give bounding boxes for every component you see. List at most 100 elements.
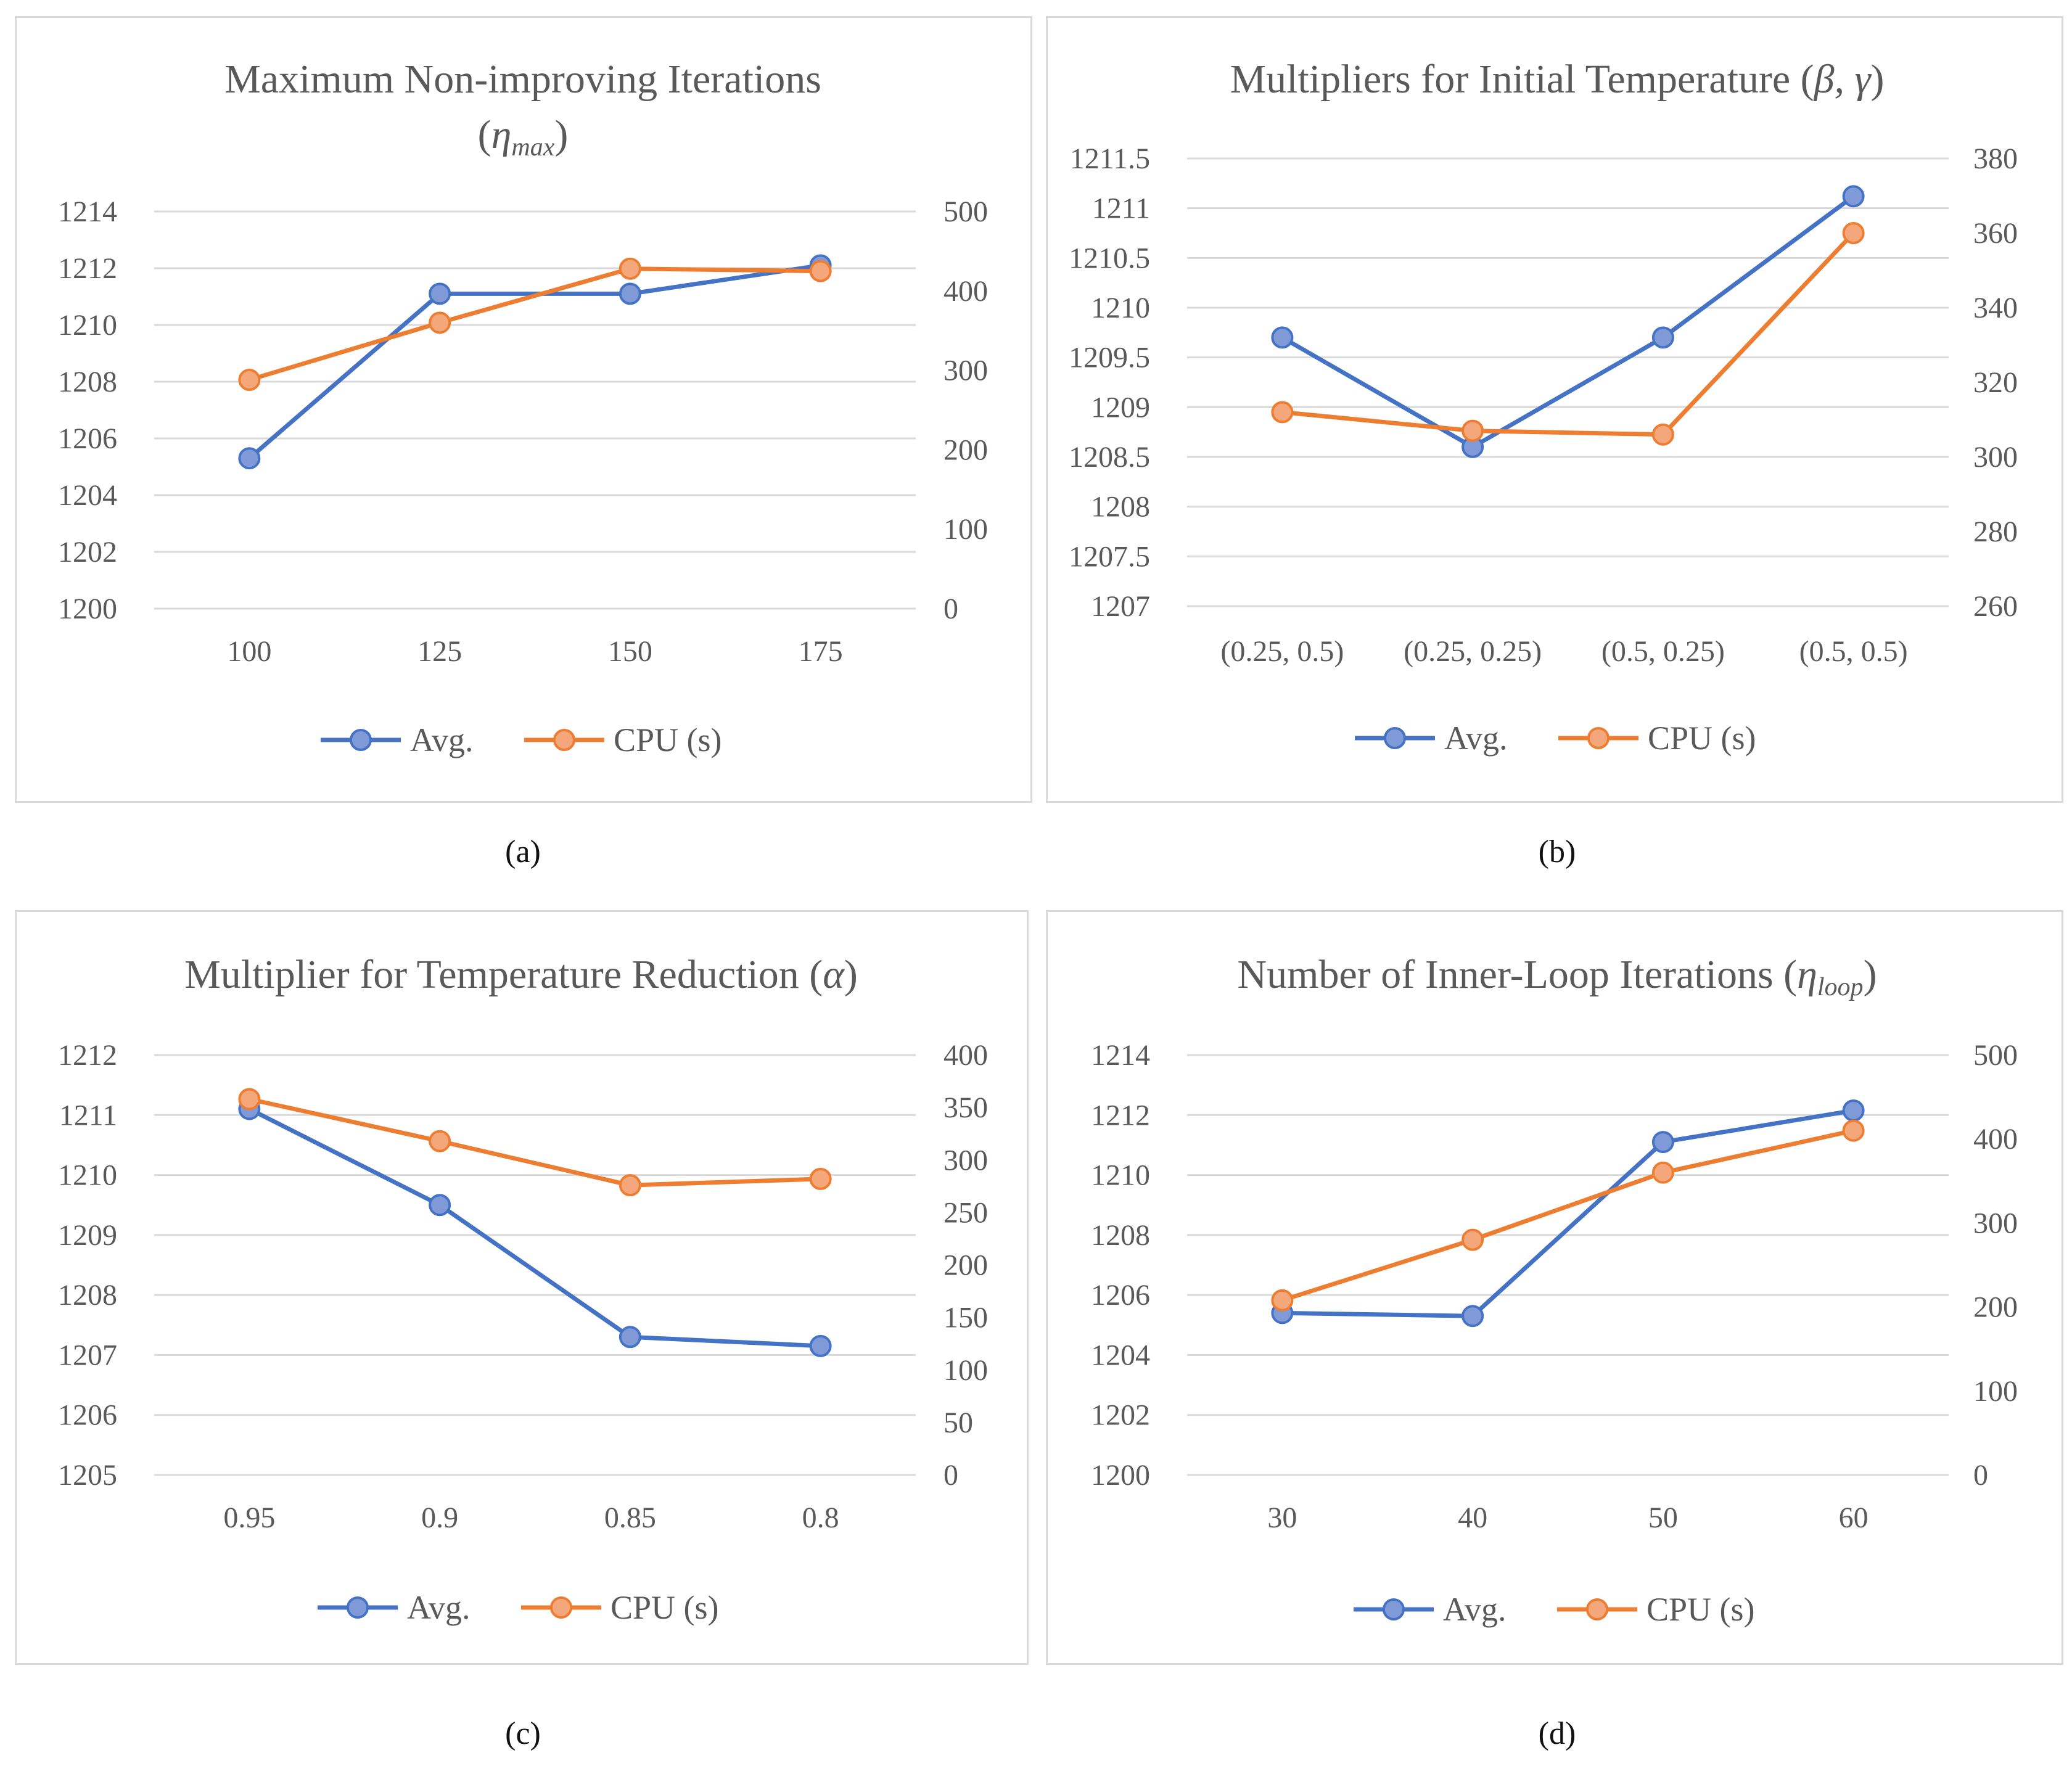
chart-a-title: Maximum Non-improving Iterations (224, 57, 821, 102)
chart-b-right-tick-label: 280 (1973, 515, 2018, 548)
chart-d-left-tick-label: 1208 (1091, 1219, 1150, 1252)
chart-b-right-tick-label: 340 (1973, 292, 2018, 324)
chart-a-left-tick-label: 1204 (58, 479, 117, 512)
chart-c-legend-avg-marker (347, 1596, 369, 1619)
chart-b-left-tick-label: 1208.5 (1069, 441, 1150, 474)
chart-c-right-tick-label: 200 (944, 1249, 988, 1282)
chart-a-x-tick-label: 125 (417, 635, 462, 668)
chart-d-x-tick-label: 40 (1458, 1501, 1487, 1534)
chart-c-left-tick-label: 1205 (58, 1459, 117, 1492)
chart-b-cpu-point (1651, 423, 1674, 446)
chart-d-avg-point (1842, 1099, 1865, 1122)
chart-c-right-tick-label: 300 (944, 1144, 988, 1177)
chart-d-legend-avg-marker (1383, 1598, 1405, 1620)
chart-a-left-tick-label: 1200 (58, 593, 117, 625)
chart-b-left-tick-label: 1207.5 (1069, 540, 1150, 573)
chart-d-left-tick-label: 1214 (1091, 1039, 1150, 1072)
chart-c-left-tick-label: 1209 (58, 1219, 117, 1252)
chart-a-left-tick-label: 1212 (58, 252, 117, 285)
chart-d-right-tick-label: 300 (1973, 1207, 2018, 1239)
chart-c-x-tick-label: 0.85 (604, 1501, 656, 1534)
chart-d-title: Number of Inner-Loop Iterations (ηloop) (1237, 952, 1877, 1001)
chart-a-x-tick-label: 175 (799, 635, 843, 668)
chart-d-right-tick-label: 400 (1973, 1123, 2018, 1156)
chart-b-title-text: Multipliers for Initial Temperature ( (1230, 57, 1814, 102)
chart-panel-a (15, 16, 1032, 803)
chart-a-title-symbol: η (491, 112, 512, 157)
chart-panel-c (15, 910, 1029, 1665)
chart-d-left-tick-label: 1210 (1091, 1159, 1150, 1192)
chart-b-left-tick-label: 1210.5 (1069, 242, 1150, 274)
chart-a-legend-avg-label: Avg. (410, 721, 474, 758)
chart-c-x-tick-label: 0.8 (802, 1501, 839, 1534)
chart-b-title-symbol: β, γ (1813, 57, 1872, 102)
chart-a-title-close: ) (554, 112, 568, 157)
chart-a-right-tick-label: 300 (944, 355, 988, 387)
chart-c-right-tick-label: 350 (944, 1091, 988, 1124)
chart-d-cpu-point (1271, 1289, 1294, 1312)
chart-d-right-tick-label: 0 (1973, 1459, 1988, 1492)
chart-c-left-tick-label: 1211 (59, 1099, 117, 1131)
chart-c-left-tick-label: 1212 (58, 1039, 117, 1072)
chart-c-avg-point (809, 1334, 832, 1357)
chart-d-x-tick-label: 60 (1839, 1501, 1868, 1534)
chart-b-cpu-point (1842, 222, 1865, 244)
chart-d-cpu-point (1842, 1119, 1865, 1142)
chart-b-right-tick-label: 300 (1973, 441, 2018, 474)
chart-c-avg-point (429, 1194, 451, 1217)
chart-a-left-tick-label: 1206 (58, 422, 117, 455)
chart-d-legend-cpu-marker (1586, 1598, 1608, 1620)
chart-b-x-tick-label: (0.5, 0.5) (1799, 635, 1908, 668)
chart-d-avg-line (1282, 1108, 1854, 1318)
chart-b-cpu-line (1282, 231, 1856, 437)
chart-a-right-tick-label: 0 (944, 593, 958, 625)
chart-b-title: Multipliers for Initial Temperature (β, … (1230, 57, 1884, 102)
chart-c-cpu-line (249, 1097, 821, 1188)
chart-d-title-close: ) (1864, 952, 1877, 997)
chart-b-left-tick-label: 1211 (1092, 192, 1150, 225)
chart-a-cpu-point (809, 260, 832, 282)
chart-d-right-tick-label: 200 (1973, 1291, 2018, 1324)
chart-c-cpu-point (809, 1167, 832, 1190)
chart-b-legend-cpu-marker (1587, 727, 1610, 749)
chart-b-legend-avg-label: Avg. (1444, 720, 1508, 757)
chart-b-right-tick-label: 260 (1973, 590, 2018, 623)
chart-d-x-tick-label: 30 (1267, 1501, 1297, 1534)
chart-a-legend-avg-marker (350, 729, 372, 751)
chart-c-title-close: ) (844, 952, 858, 997)
chart-panel-d (1046, 910, 2063, 1665)
chart-b-avg-point (1271, 326, 1294, 349)
chart-a-x-tick-label: 150 (608, 635, 652, 668)
chart-d-left-tick-label: 1212 (1091, 1099, 1150, 1131)
chart-d-cpu-line (1281, 1128, 1854, 1303)
chart-a-left-tick-label: 1202 (58, 536, 117, 569)
chart-c-legend-avg-label: Avg. (407, 1589, 471, 1626)
chart-b-left-tick-label: 1208 (1091, 491, 1150, 524)
chart-c-right-tick-label: 150 (944, 1302, 988, 1334)
chart-a-cpu-point (619, 257, 641, 280)
caption-b: (b) (1538, 834, 1576, 869)
chart-b-left-tick-label: 1210 (1091, 292, 1150, 324)
chart-a-avg-point (429, 282, 451, 305)
chart-a-title-subscript: max (511, 133, 554, 162)
chart-a-left-tick-label: 1214 (58, 195, 117, 228)
chart-c-left-tick-label: 1210 (58, 1159, 117, 1192)
chart-d-x-tick-label: 50 (1648, 1501, 1678, 1534)
chart-c-right-tick-label: 0 (944, 1459, 958, 1492)
chart-c-left-tick-label: 1208 (58, 1279, 117, 1312)
chart-c-cpu-point (619, 1174, 641, 1197)
chart-a-avg-point (238, 447, 261, 470)
chart-c-avg-line (248, 1107, 821, 1349)
chart-b-legend-avg-marker (1384, 727, 1406, 749)
chart-a-title-line2: (ηmax) (478, 112, 569, 162)
chart-c-right-tick-label: 50 (944, 1407, 973, 1439)
chart-d-title-symbol: η (1797, 952, 1817, 997)
chart-a-left-tick-label: 1210 (58, 309, 117, 342)
chart-a-cpu-point (238, 369, 261, 392)
chart-d-title-subscript: loop (1817, 973, 1864, 1001)
chart-b-cpu-point (1462, 419, 1484, 442)
caption-c: (c) (505, 1716, 541, 1751)
chart-b-left-tick-label: 1207 (1091, 590, 1150, 623)
chart-d-right-tick-label: 500 (1973, 1039, 2018, 1072)
